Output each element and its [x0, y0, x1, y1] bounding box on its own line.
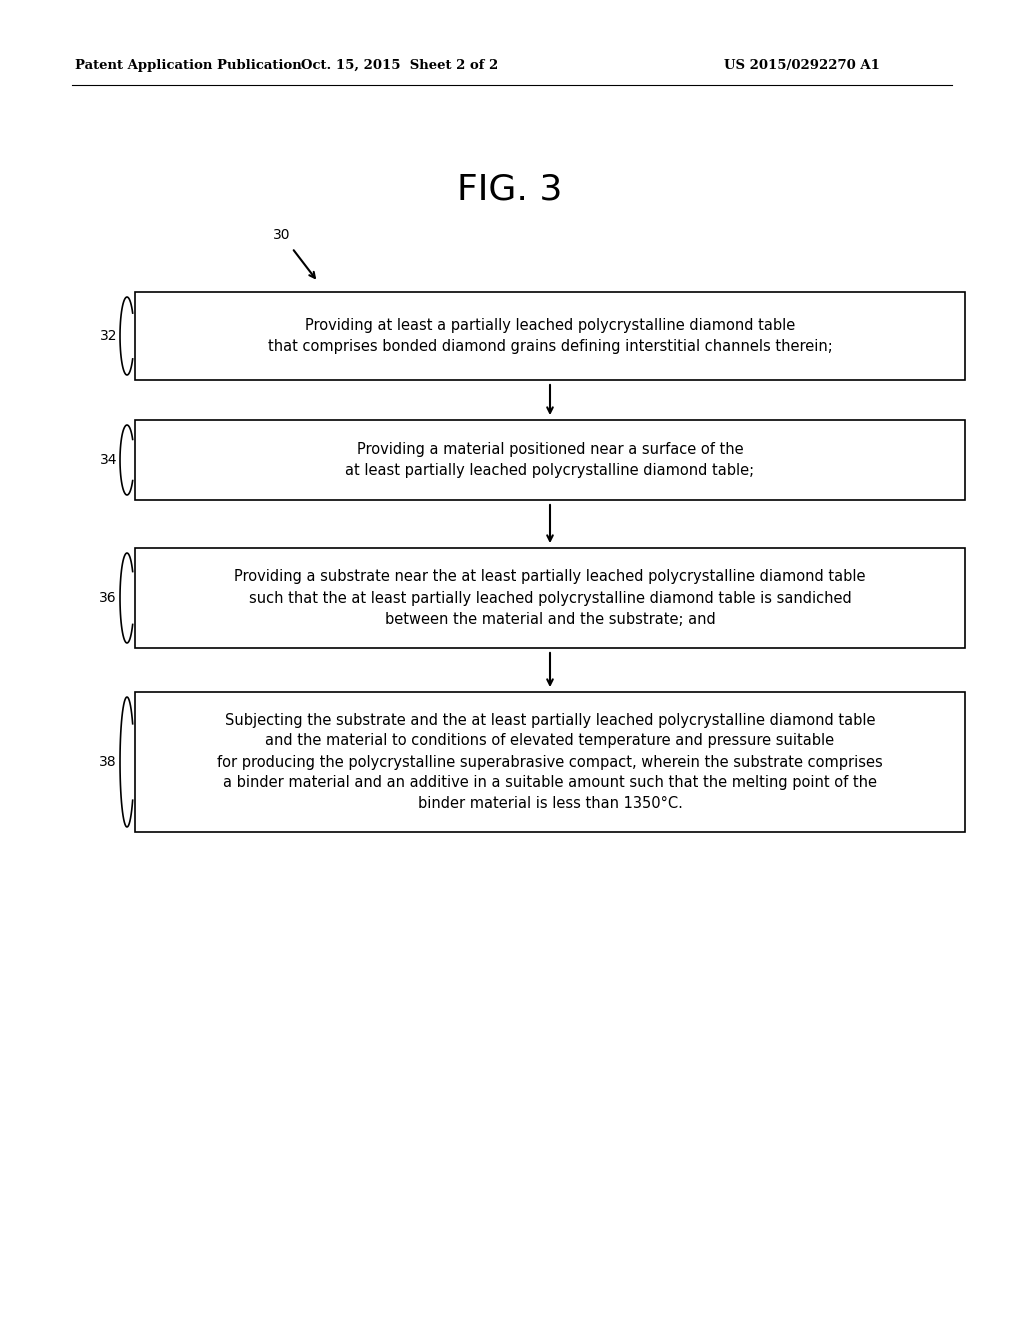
Text: Oct. 15, 2015  Sheet 2 of 2: Oct. 15, 2015 Sheet 2 of 2 [301, 58, 499, 71]
Text: 36: 36 [99, 591, 117, 605]
FancyBboxPatch shape [135, 692, 965, 832]
Text: Providing a substrate near the at least partially leached polycrystalline diamon: Providing a substrate near the at least … [234, 569, 865, 627]
FancyBboxPatch shape [135, 548, 965, 648]
Text: Providing a material positioned near a surface of the
at least partially leached: Providing a material positioned near a s… [345, 442, 755, 478]
FancyBboxPatch shape [135, 420, 965, 500]
Text: Subjecting the substrate and the at least partially leached polycrystalline diam: Subjecting the substrate and the at leas… [217, 713, 883, 812]
FancyBboxPatch shape [135, 292, 965, 380]
Text: 38: 38 [99, 755, 117, 770]
Text: 32: 32 [99, 329, 117, 343]
Text: Patent Application Publication: Patent Application Publication [75, 58, 302, 71]
Text: Providing at least a partially leached polycrystalline diamond table
that compri: Providing at least a partially leached p… [267, 318, 833, 354]
Text: 34: 34 [99, 453, 117, 467]
Text: FIG. 3: FIG. 3 [458, 173, 562, 207]
Text: US 2015/0292270 A1: US 2015/0292270 A1 [724, 58, 880, 71]
Text: 30: 30 [273, 228, 291, 242]
